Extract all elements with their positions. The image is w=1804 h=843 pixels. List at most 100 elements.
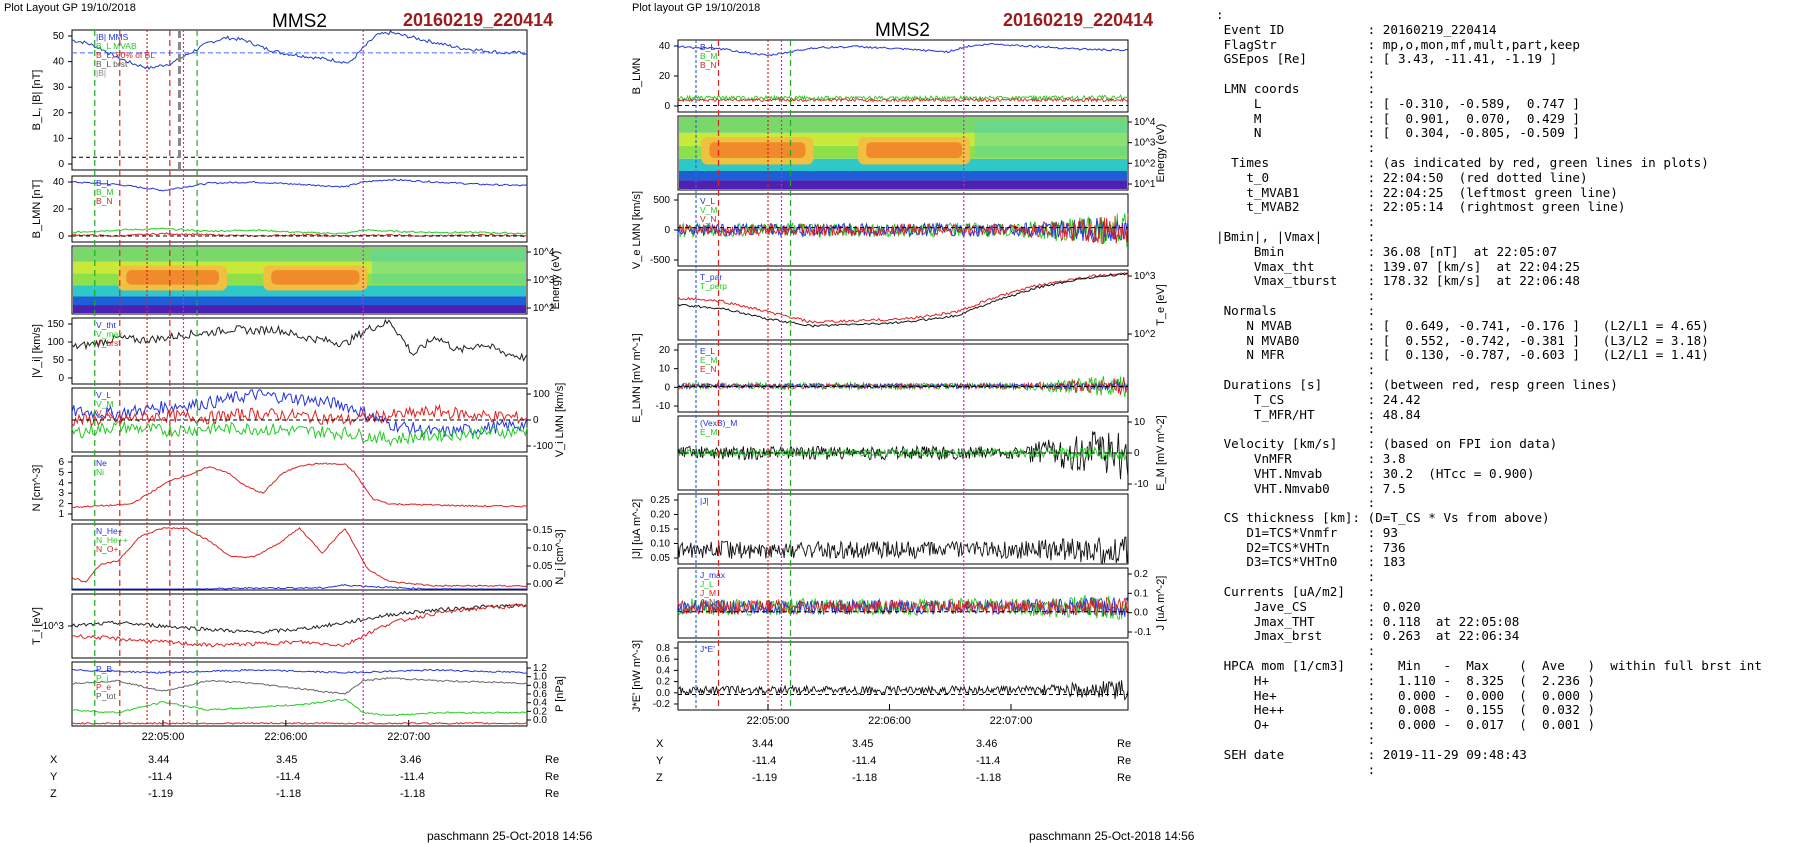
data-series-|B|: [71, 30, 528, 70]
position-value: 3.44: [752, 738, 774, 750]
y-axis-label: E_LMN [mV m^-1]: [631, 333, 643, 423]
position-row-label: Z: [656, 772, 663, 784]
legend-entry: B_N: [96, 196, 113, 206]
spectrogram-axis-label: Energy (eV): [1155, 124, 1167, 183]
info-line: t_MVAB1 : 22:04:25 (leftmost green line): [1216, 184, 1618, 200]
y-axis-label: V_e LMN [km/s]: [631, 191, 643, 269]
info-line: Bmin : 36.08 [nT] at 22:05:07: [1216, 243, 1558, 259]
spectrogram-tick: 10^3: [533, 275, 555, 286]
legend-entry: |J|: [700, 496, 709, 506]
position-unit: Re: [545, 771, 560, 783]
y-tick: 100: [47, 337, 64, 348]
y-tick: 0.0: [533, 715, 547, 726]
y-tick: 0.25: [651, 495, 671, 506]
y-tick: 0.10: [651, 539, 671, 550]
y-tick: 0.4: [533, 698, 547, 709]
legend-entry: V_tht: [96, 320, 116, 330]
data-series-B_L: [71, 178, 528, 192]
y-tick: 0.2: [656, 677, 670, 688]
y-tick: 0.8: [533, 680, 547, 691]
info-line: N : [ 0.304, -0.805, -0.509 ]: [1216, 125, 1580, 141]
data-series-Tpar: [677, 272, 1129, 324]
data-series-B_M: [71, 227, 528, 235]
position-value: 3.46: [400, 754, 422, 766]
data-series-He++: [71, 526, 528, 588]
legend-entry: P_i: [96, 673, 108, 683]
y-tick: 40: [53, 177, 65, 188]
electron-spectrogram: [679, 117, 1127, 189]
position-value: 3.44: [148, 754, 170, 766]
legend-entry: |B| MMS: [96, 32, 129, 42]
y-tick: -0.1: [1134, 627, 1152, 638]
info-line: H+ : 1.110 - 8.325 ( 2.236 ): [1216, 672, 1596, 688]
spectrogram-tick: 10^4: [1134, 117, 1156, 128]
info-line: :: [1216, 362, 1376, 378]
info-line: N MVAB0 : [ 0.552, -0.742, -0.381 ] (L3/…: [1216, 332, 1709, 348]
y-tick: 4: [58, 478, 64, 489]
info-line: :: [1216, 214, 1376, 230]
y-tick: -10: [1134, 479, 1149, 490]
y-tick: 30: [53, 82, 65, 93]
legend-entry: V_L: [700, 196, 715, 206]
info-line: Times : (as indicated by red, green line…: [1216, 154, 1709, 170]
legend-entry: V_N: [96, 408, 113, 418]
position-unit: Re: [1117, 772, 1132, 784]
y-tick: 0.1: [1134, 588, 1148, 599]
y-axis-label: P [nPa]: [554, 676, 566, 712]
data-series-BL: [677, 42, 1129, 57]
info-line: HPCA mom [1/cm3] : Min - Max ( Ave ) wit…: [1216, 658, 1762, 674]
data-series-Ne: [71, 462, 528, 509]
position-unit: Re: [1117, 738, 1132, 750]
info-line: Vmax_tht : 139.07 [km/s] at 22:04:25: [1216, 258, 1580, 274]
y-tick: -10: [656, 401, 671, 412]
position-value: -1.18: [852, 772, 878, 784]
info-line: SEH date : 2019-11-29 09:48:43: [1216, 746, 1527, 762]
y-tick: 0: [533, 415, 539, 426]
legend-entry: J*E': [700, 644, 715, 654]
data-series-V_L: [71, 389, 528, 438]
left-panel-frame: [71, 523, 528, 591]
legend-entry: N_He+: [96, 526, 123, 536]
info-line: :: [1216, 495, 1376, 511]
y-tick: 10: [659, 364, 671, 375]
spectrogram-tick: 10^1: [1134, 179, 1156, 190]
right-panel-frame: [677, 343, 1129, 413]
position-value: -11.4: [148, 771, 173, 783]
data-series-V_M: [71, 420, 528, 448]
y-axis-label: J [uA m^-2]: [1155, 576, 1167, 631]
info-line: CS thickness [km]: (D=T_CS * Vs from abo…: [1216, 510, 1550, 526]
y-tick: 1.2: [533, 663, 547, 674]
data-series-O+: [72, 583, 527, 590]
y-tick: 40: [659, 41, 671, 52]
y-tick: 50: [53, 355, 65, 366]
info-line: |Bmin|, |Vmax| :: [1216, 228, 1376, 244]
y-axis-label: B_LMN: [631, 58, 643, 95]
y-tick: 0.05: [533, 561, 553, 572]
left-panel-frame: [71, 29, 528, 171]
left-figure-event: 20160219_220414: [403, 10, 554, 30]
legend-entry: B_N: [700, 60, 717, 70]
info-line: t_0 : 22:04:50 (red dotted line): [1216, 169, 1588, 185]
right-panel-frame: [677, 641, 1129, 711]
legend-entry: V_L: [96, 390, 111, 400]
legend-entry: N_He++: [96, 535, 128, 545]
info-line: VHT.Nmvab0 : 7.5: [1216, 480, 1406, 496]
info-line: Velocity [km/s] : (based on FPI ion data…: [1216, 436, 1558, 452]
info-line: GSEpos [Re] : [ 3.43, -11.41, -1.19 ]: [1216, 51, 1558, 67]
left-figure-title: MMS2: [272, 11, 327, 32]
data-series-P_B: [72, 677, 528, 695]
info-line: t_MVAB2 : 22:05:14 (rightmost green line…: [1216, 199, 1626, 215]
info-line: Jmax_brst : 0.263 at 22:06:34: [1216, 628, 1520, 644]
data-series-T_par: [71, 603, 528, 635]
y-axis-label: J*E' [nW m^-3]: [631, 640, 643, 712]
y-tick: 0.20: [651, 510, 671, 521]
info-line: :: [1216, 7, 1224, 22]
y-tick: 0.0: [656, 688, 670, 699]
legend-entry: Ne: [96, 458, 107, 468]
y-tick: 10: [1134, 417, 1146, 428]
y-tick: 2: [58, 499, 64, 510]
y-axis-label: T_e [eV]: [1155, 284, 1167, 326]
y-axis-label: N [cm^-3]: [31, 465, 43, 512]
info-line: Vmax_tburst : 178.32 [km/s] at 22:06:48: [1216, 273, 1580, 289]
y-tick: 0.10: [533, 543, 553, 554]
